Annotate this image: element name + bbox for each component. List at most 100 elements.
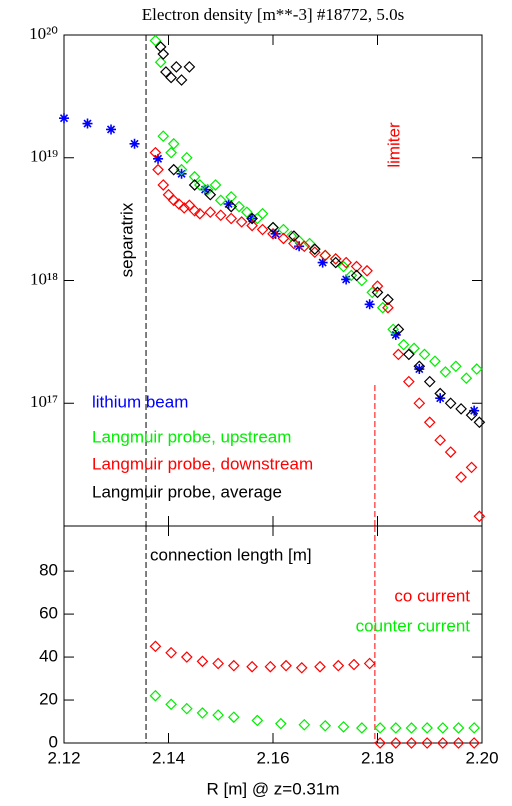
data-point <box>170 61 183 73</box>
data-point <box>434 434 447 447</box>
data-point <box>196 707 209 719</box>
data-point <box>200 184 211 195</box>
data-point <box>329 253 342 265</box>
data-point <box>337 721 350 733</box>
data-point <box>450 360 462 373</box>
data-point <box>235 216 248 228</box>
x-tick-label: 2.20 <box>465 748 498 767</box>
data-point <box>233 200 245 213</box>
data-point <box>376 301 389 314</box>
y-tick-label: 80 <box>39 561 58 580</box>
y-tick-label: 10¹⁹ <box>30 147 58 166</box>
chart-title: Electron density [m**-3] #18772, 5.0s <box>142 5 405 24</box>
data-point <box>246 212 258 225</box>
data-point <box>256 207 269 220</box>
data-point <box>390 329 401 340</box>
data-point <box>162 188 175 201</box>
data-point <box>204 188 217 201</box>
data-point <box>452 737 465 749</box>
data-point <box>106 124 117 135</box>
data-point <box>288 237 300 250</box>
data-point <box>160 66 172 78</box>
data-point <box>371 280 384 292</box>
data-point <box>364 299 375 310</box>
data-point <box>298 718 311 731</box>
data-point <box>256 223 269 236</box>
data-point <box>201 183 214 196</box>
data-point <box>167 194 180 207</box>
data-point <box>188 204 201 217</box>
data-point <box>82 118 93 129</box>
annotation: connection length [m] <box>150 545 312 564</box>
data-point <box>429 355 441 368</box>
data-point <box>241 206 253 219</box>
data-point <box>414 364 425 375</box>
y-tick-label: 60 <box>39 604 58 623</box>
data-point <box>214 194 227 207</box>
data-point <box>280 659 292 672</box>
data-point <box>337 260 350 273</box>
data-point <box>382 293 394 306</box>
data-point <box>319 719 332 732</box>
data-point <box>439 366 452 378</box>
data-point <box>423 416 436 429</box>
data-point <box>188 170 201 183</box>
data-point <box>129 138 140 149</box>
data-point <box>267 221 279 234</box>
y-tick-label: 20 <box>39 690 58 709</box>
data-point <box>405 737 418 749</box>
data-point <box>165 698 177 711</box>
data-point <box>374 722 386 734</box>
data-point <box>469 405 480 416</box>
data-point <box>308 243 321 256</box>
data-point <box>149 34 162 47</box>
data-point <box>225 200 238 213</box>
x-axis-label: R [m] @ z=0.31m <box>207 779 340 798</box>
data-point <box>308 243 321 256</box>
data-point <box>408 342 420 355</box>
data-point <box>153 153 164 164</box>
data-point <box>329 253 342 265</box>
data-point <box>196 655 209 668</box>
data-point <box>154 56 167 69</box>
data-point <box>348 658 360 671</box>
data-point <box>405 722 418 734</box>
data-point <box>423 375 436 388</box>
data-point <box>345 269 358 282</box>
reference-label: limiter <box>384 122 403 168</box>
data-point <box>194 207 206 220</box>
data-point <box>389 737 402 749</box>
y-tick-label: 0 <box>49 732 58 751</box>
data-point <box>251 714 264 727</box>
data-point <box>183 61 196 73</box>
data-point <box>355 722 368 734</box>
data-point <box>157 130 170 142</box>
data-point <box>397 338 410 351</box>
data-point <box>214 209 227 222</box>
data-point <box>270 228 281 239</box>
data-point <box>403 375 415 388</box>
data-point <box>277 232 290 245</box>
legend-label: co current <box>394 586 470 605</box>
x-tick-label: 2.14 <box>152 748 185 767</box>
data-point <box>341 274 352 285</box>
data-point <box>157 179 170 191</box>
data-point <box>340 256 352 269</box>
data-point <box>392 323 405 336</box>
y-tick-label: 40 <box>39 647 58 666</box>
legend-label: counter current <box>356 616 471 635</box>
data-point <box>332 659 345 672</box>
data-point <box>212 657 224 670</box>
data-point <box>455 403 467 415</box>
data-point <box>165 71 177 84</box>
data-point <box>246 219 258 232</box>
data-point <box>452 722 465 734</box>
data-point <box>468 722 481 734</box>
data-point <box>180 151 193 164</box>
data-point <box>267 227 279 240</box>
data-point <box>149 689 162 702</box>
x-tick-label: 2.16 <box>256 748 289 767</box>
legend-label: Langmuir probe, average <box>92 482 282 501</box>
data-point <box>403 348 415 361</box>
